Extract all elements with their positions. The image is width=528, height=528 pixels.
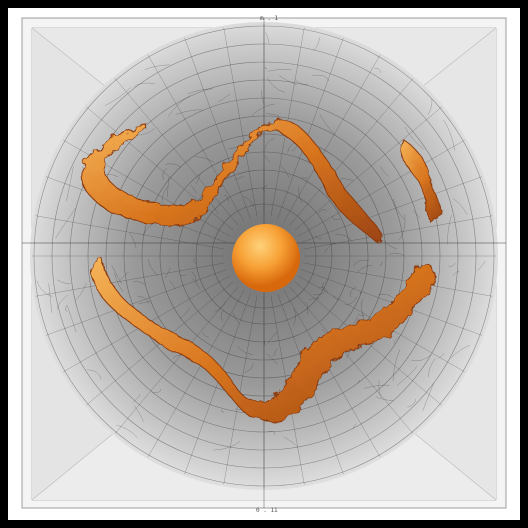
image-frame: m . 1 0 . 11 (8, 8, 520, 520)
orange-sphere (232, 224, 300, 292)
flame-upper-right (400, 139, 441, 223)
flame-lower (92, 255, 435, 422)
flame-ribbons (81, 119, 441, 422)
artwork (21, 17, 507, 509)
bottom-axis-label: 0 . 11 (256, 507, 278, 514)
flame-upper-left (81, 119, 384, 244)
top-axis-label: m . 1 (260, 15, 279, 22)
